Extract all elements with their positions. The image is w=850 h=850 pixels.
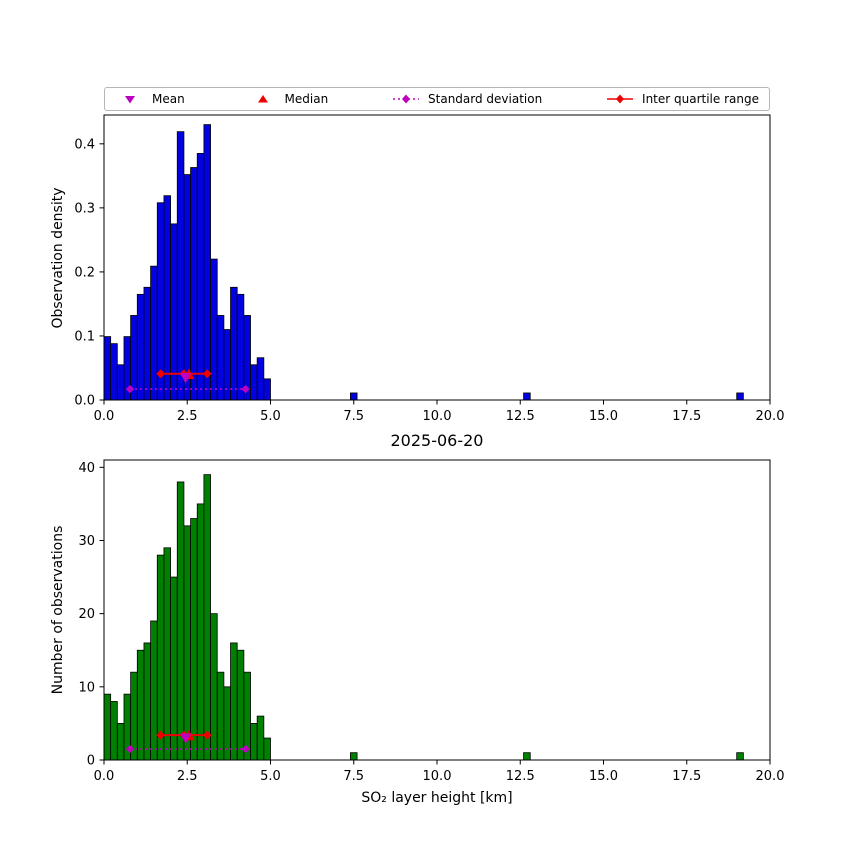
svg-text:17.5: 17.5 <box>672 769 701 784</box>
svg-text:10.0: 10.0 <box>423 769 452 784</box>
svg-text:10: 10 <box>78 680 95 695</box>
mean-marker-icon <box>125 96 135 104</box>
svg-text:0: 0 <box>87 754 95 769</box>
bottom-histogram-panel: 0.0 2.5 5.0 7.5 10.0 12.5 15.0 17.5 20.0 0 10 20 30 4… <box>78 459 785 784</box>
svg-text:2.5: 2.5 <box>177 769 198 784</box>
svg-text:30: 30 <box>78 534 95 549</box>
svg-text:20.0: 20.0 <box>756 769 785 784</box>
svg-text:15.0: 15.0 <box>589 409 618 424</box>
svg-text:0.0: 0.0 <box>74 394 95 409</box>
legend-label-iqr: Inter quartile range <box>642 92 759 106</box>
legend-item-mean: Mean <box>115 92 185 106</box>
svg-text:0.1: 0.1 <box>74 329 95 344</box>
median-marker-icon <box>257 95 268 103</box>
legend-label-mean: Mean <box>152 92 185 106</box>
svg-text:20: 20 <box>78 607 95 622</box>
legend: Mean Median Standard deviation Inter qua… <box>104 87 770 111</box>
svg-text:12.5: 12.5 <box>506 769 535 784</box>
svg-text:0.4: 0.4 <box>74 137 95 152</box>
legend-label-std: Standard deviation <box>428 92 543 106</box>
top-y-axis-label: Observation density <box>50 187 66 328</box>
svg-text:0.2: 0.2 <box>74 265 95 280</box>
svg-text:0.0: 0.0 <box>94 769 115 784</box>
iqr-marker-icon <box>607 94 634 104</box>
std-deviation-marker-icon <box>393 94 420 104</box>
svg-text:12.5: 12.5 <box>506 409 535 424</box>
svg-text:0.0: 0.0 <box>94 409 115 424</box>
x-axis-label: SO₂ layer height [km] <box>361 790 512 806</box>
date-title: 2025-06-20 <box>391 431 484 450</box>
svg-text:0.3: 0.3 <box>74 201 95 216</box>
svg-text:15.0: 15.0 <box>589 769 618 784</box>
legend-label-median: Median <box>284 92 329 106</box>
legend-item-std: Standard deviation <box>391 92 542 106</box>
svg-text:7.5: 7.5 <box>343 409 364 424</box>
svg-text:7.5: 7.5 <box>343 769 364 784</box>
legend-item-iqr: Inter quartile range <box>605 92 759 106</box>
svg-text:5.0: 5.0 <box>260 409 281 424</box>
svg-text:17.5: 17.5 <box>672 409 701 424</box>
svg-text:10.0: 10.0 <box>423 409 452 424</box>
svg-text:5.0: 5.0 <box>260 769 281 784</box>
bottom-y-axis-label: Number of observations <box>50 526 66 695</box>
svg-text:40: 40 <box>78 461 95 476</box>
legend-item-median: Median <box>248 92 329 106</box>
svg-text:20.0: 20.0 <box>756 409 785 424</box>
svg-text:2.5: 2.5 <box>177 409 198 424</box>
top-histogram-panel: 0.0 2.5 5.0 7.5 10.0 12.5 15.0 17.5 20.0 0.0 0.1 0.… <box>74 114 785 424</box>
